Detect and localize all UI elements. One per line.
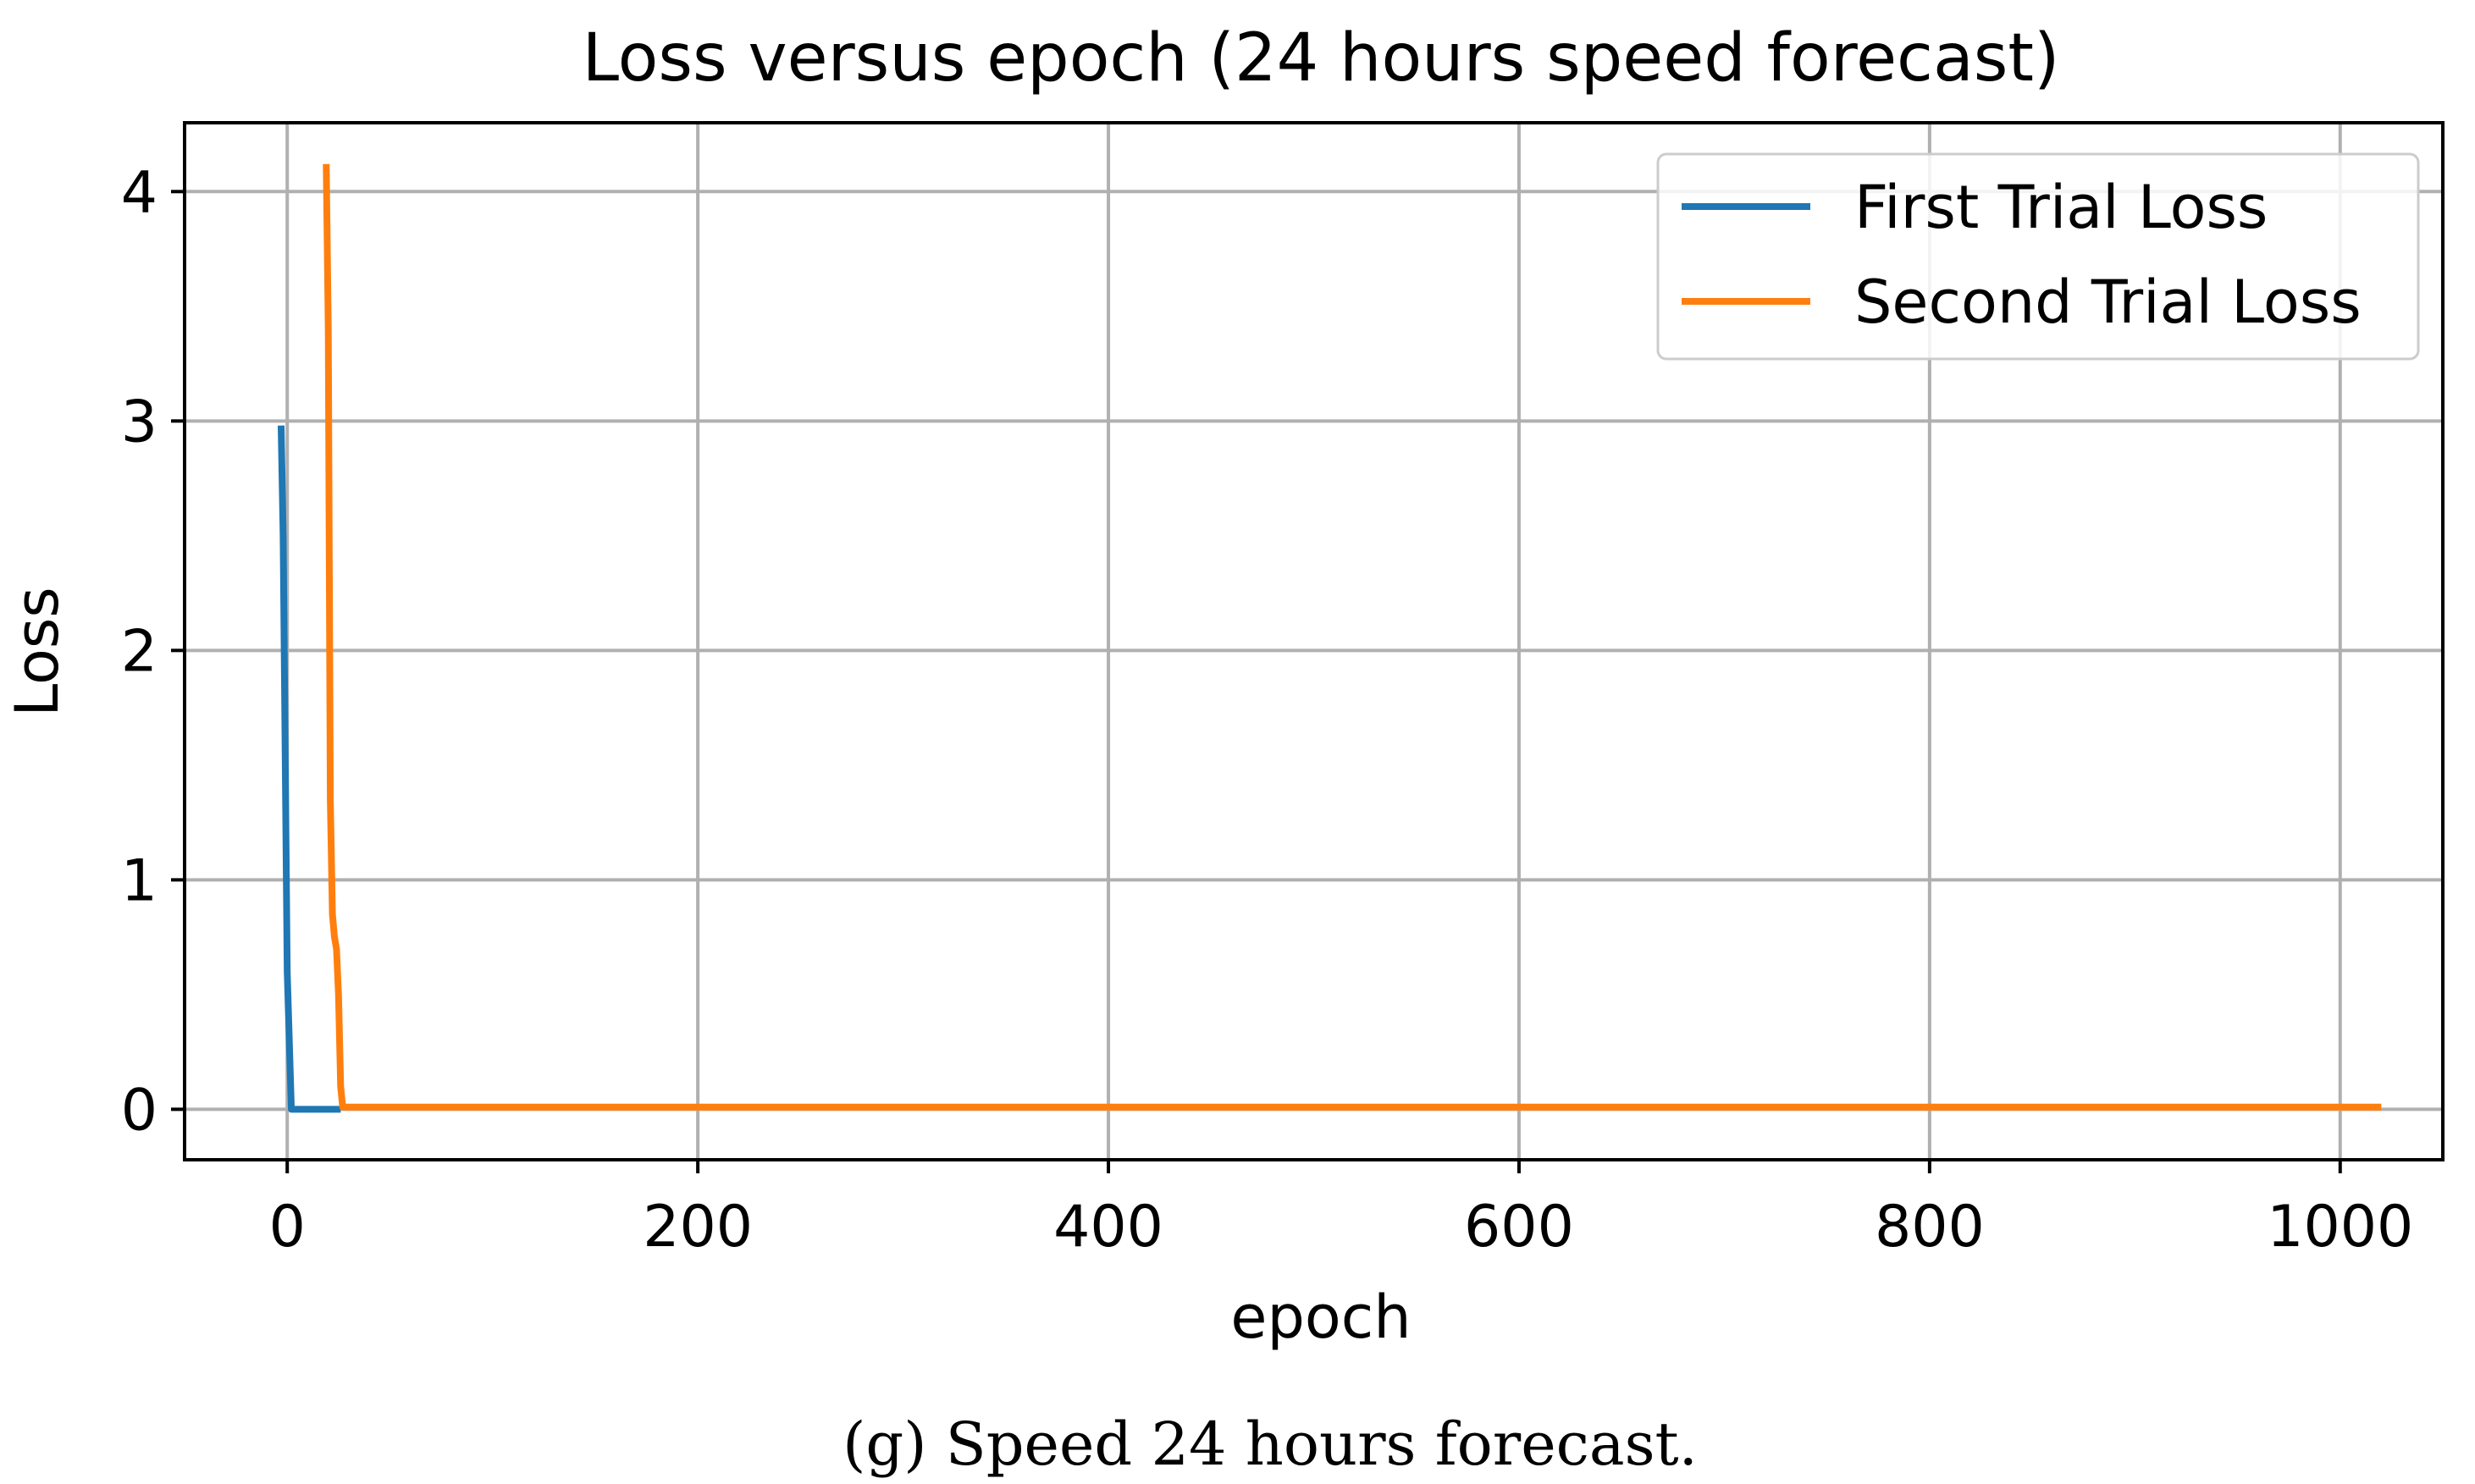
- y-tick-label: 4: [121, 159, 157, 226]
- y-tick-label: 3: [121, 389, 157, 455]
- legend-label-1: First Trial Loss: [1854, 173, 2268, 242]
- series-line-2: [323, 163, 2382, 1111]
- x-tick-label: 600: [1464, 1194, 1574, 1261]
- series-line-1: [278, 425, 341, 1113]
- figure-caption: (g) Speed 24 hours forecast.: [842, 1410, 1698, 1479]
- x-tick-label: 0: [269, 1194, 306, 1261]
- x-tick-label: 200: [643, 1194, 753, 1261]
- x-tick-label: 1000: [2267, 1194, 2413, 1261]
- plot-frame: [183, 121, 2445, 1161]
- legend-label-2: Second Trial Loss: [1854, 268, 2362, 337]
- y-tick-label: 0: [121, 1077, 157, 1144]
- series-lines: [278, 163, 2382, 1113]
- y-tick-label: 1: [121, 847, 157, 914]
- x-tick-label: 400: [1053, 1194, 1163, 1261]
- legend: First Trial Loss Second Trial Loss: [1656, 152, 2420, 361]
- chart-title: Loss versus epoch (24 hours speed foreca…: [583, 20, 2060, 97]
- x-tick-label: 800: [1875, 1194, 1985, 1261]
- x-axis-label: epoch: [1230, 1283, 1411, 1352]
- legend-box: [1656, 152, 2420, 361]
- y-tick-label: 2: [121, 618, 157, 685]
- y-axis-label: Loss: [3, 587, 72, 717]
- axis-ticks: 0 200 400 600 800 1000 0 1 2 3 4: [121, 159, 2414, 1261]
